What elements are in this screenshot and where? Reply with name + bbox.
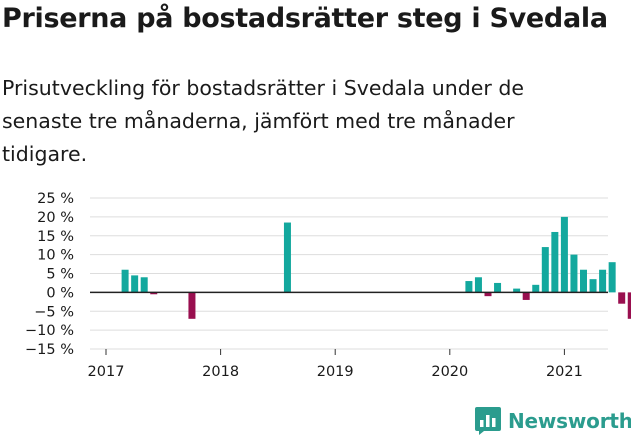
x-tick-label-2017: 2017 — [88, 364, 125, 380]
bar-2020-11 — [541, 247, 549, 293]
newsworthy-logo: Newsworthy — [474, 405, 631, 437]
bar-2020-04 — [474, 277, 482, 293]
x-axis: 201720182019202020212022202320242025 — [88, 349, 583, 380]
chart-subtitle: Prisutveckling för bostadsrätter i Sveda… — [2, 76, 524, 166]
bar-2021-06 — [608, 262, 616, 293]
bar-2021-07 — [618, 292, 626, 304]
y-tick-label-1: 20 % — [37, 210, 74, 226]
y-tick-label-5: 0 % — [46, 285, 74, 301]
bar-2021-04 — [589, 279, 597, 293]
bar-2020-10 — [532, 284, 540, 293]
bar-2017-06 — [150, 292, 158, 295]
x-tick-label-2021: 2021 — [546, 364, 583, 380]
y-tick-label-6: −5 % — [34, 304, 74, 320]
bar-2020-06 — [494, 282, 502, 293]
y-tick-label-4: 5 % — [46, 267, 74, 283]
chart-title: Priserna på bostadsrätter steg i Svedala — [2, 3, 608, 34]
y-tick-label-3: 10 % — [37, 248, 74, 264]
y-axis-labels: 25 % 20 % 15 % 10 % 5 % 0 % −5 % −10 % −15 % — [25, 191, 74, 358]
bars — [121, 216, 631, 319]
bar-2020-09 — [522, 292, 530, 300]
y-tick-label-0: 25 % — [37, 191, 74, 207]
bar-2021-05 — [599, 269, 607, 293]
bar-2017-05 — [140, 277, 148, 293]
y-tick-label-7: −10 % — [25, 323, 74, 339]
bar-2021-02 — [570, 254, 578, 293]
bar-2017-03 — [121, 269, 129, 293]
y-tick-label-8: −15 % — [25, 342, 74, 358]
bar-2020-05 — [484, 292, 492, 297]
bar-2021-01 — [560, 216, 568, 293]
y-tick-label-2: 15 % — [37, 229, 74, 245]
bar-2020-03 — [465, 281, 473, 293]
brand-name: Newsworthy — [508, 409, 631, 433]
bar-2021-03 — [580, 269, 587, 293]
newsworthy-logo-icon — [475, 407, 501, 435]
bar-2020-08 — [513, 288, 521, 293]
bar-2017-10 — [188, 292, 196, 319]
x-tick-label-2018: 2018 — [202, 364, 239, 380]
x-tick-label-2019: 2019 — [317, 364, 354, 380]
gridlines — [90, 197, 608, 350]
x-tick-label-2020: 2020 — [431, 364, 468, 380]
bar-2021-08 — [627, 292, 631, 319]
bar-2018-08 — [283, 222, 291, 293]
bar-2020-12 — [551, 231, 559, 293]
bar-2017-04 — [131, 275, 139, 293]
